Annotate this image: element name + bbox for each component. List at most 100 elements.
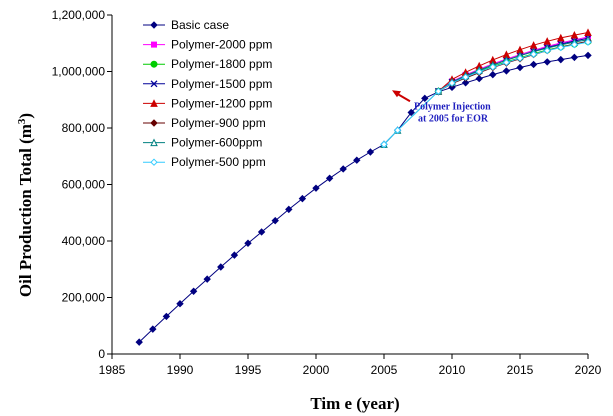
data-point <box>325 174 334 182</box>
annotation: Polymer Injection at 2005 for EOR <box>392 90 491 124</box>
series-7 <box>380 38 592 149</box>
y-tick-label: 200,000 <box>62 291 106 305</box>
data-point <box>339 165 347 173</box>
annotation-arrow <box>397 93 411 103</box>
data-point <box>271 216 279 225</box>
legend-label: Polymer-1200 ppm <box>171 96 272 110</box>
data-point <box>502 58 511 67</box>
y-axis-title-sup: 3 <box>16 118 28 124</box>
x-axis-title: Tim e (year) <box>310 394 399 413</box>
data-point <box>393 126 402 134</box>
legend-label: Polymer-2000 ppm <box>171 38 272 52</box>
data-point <box>135 338 143 346</box>
data-point <box>529 60 538 69</box>
data-point <box>150 138 158 147</box>
y-tick-label: 800,000 <box>62 121 106 135</box>
legend-label: Polymer-900 ppm <box>171 116 266 130</box>
data-point <box>489 70 497 79</box>
annotation-line-2: at 2005 for EOR <box>418 113 489 124</box>
y-axis-title-close: ) <box>16 113 35 119</box>
data-point <box>257 228 266 236</box>
series-line <box>438 32 589 92</box>
data-point <box>407 108 415 117</box>
data-point <box>150 80 158 88</box>
data-point <box>244 239 252 247</box>
series-0 <box>135 51 592 346</box>
data-point <box>150 60 158 68</box>
x-tick-label: 2010 <box>439 363 466 377</box>
series-line <box>438 41 589 92</box>
data-point <box>529 41 538 49</box>
data-point <box>151 41 157 48</box>
data-point <box>434 87 443 95</box>
legend-entry: Polymer-2000 ppm <box>143 38 272 52</box>
annotation-line-1: Polymer Injection <box>414 101 491 112</box>
data-point <box>448 79 456 87</box>
data-point <box>557 43 565 52</box>
x-tick-label: 2020 <box>575 363 602 377</box>
y-tick-label: 600,000 <box>62 178 106 192</box>
data-point <box>557 55 565 64</box>
series-6 <box>380 35 592 148</box>
legend-entry: Polymer-1500 ppm <box>143 77 272 91</box>
series-line <box>383 39 589 145</box>
series-2 <box>434 38 592 95</box>
legend-entry: Polymer-900 ppm <box>143 116 266 130</box>
legend-label: Basic case <box>171 18 229 32</box>
data-point <box>461 73 470 81</box>
data-point <box>380 140 388 149</box>
legend-label: Polymer-1500 ppm <box>171 77 272 91</box>
data-point <box>285 205 293 214</box>
data-point <box>312 184 320 192</box>
x-tick-label: 1995 <box>235 363 262 377</box>
x-tick-label: 1985 <box>99 363 126 377</box>
y-tick-label: 400,000 <box>62 234 106 248</box>
legend-label: Polymer-1800 ppm <box>171 57 272 71</box>
data-point <box>543 58 551 66</box>
data-point <box>584 38 592 46</box>
x-tick-label: 2005 <box>371 363 398 377</box>
data-point <box>176 300 184 308</box>
legend-entry: Basic case <box>143 18 229 32</box>
y-tick-label: 0 <box>98 347 105 361</box>
data-point <box>150 99 158 107</box>
data-point <box>584 51 592 60</box>
data-point <box>475 74 483 83</box>
y-axis-title-main: Oil Production Total (m <box>16 124 35 297</box>
legend-label: Polymer-600ppm <box>171 136 262 150</box>
legend-entry: Polymer-500 ppm <box>143 155 266 169</box>
data-point <box>203 275 211 283</box>
data-point <box>516 54 524 62</box>
data-point <box>149 325 157 333</box>
series-line <box>138 54 589 343</box>
data-point <box>570 53 579 62</box>
data-point <box>366 148 375 156</box>
legend-entry: Polymer-600ppm <box>143 136 262 150</box>
x-tick-labels: 1985 1990 1995 2000 2005 2010 2015 2020 <box>99 363 602 377</box>
data-point <box>150 21 158 29</box>
data-point <box>475 68 483 76</box>
x-tick-label: 2000 <box>303 363 330 377</box>
series-line <box>383 41 589 145</box>
data-point <box>516 63 524 72</box>
y-tick-labels: 0 200,000 400,000 600,000 800,000 1,000,000 1,… <box>52 8 106 361</box>
y-tick-label: 1,000,000 <box>52 65 106 79</box>
data-point <box>150 158 158 166</box>
data-point <box>543 46 551 55</box>
series-5 <box>434 37 592 95</box>
legend-entry: Polymer-1200 ppm <box>143 96 272 110</box>
data-point <box>461 79 470 87</box>
data-point <box>150 119 158 127</box>
series-line <box>438 36 589 92</box>
x-tick-label: 2015 <box>507 363 534 377</box>
axes <box>107 14 589 359</box>
annotation-arrowhead <box>392 90 401 98</box>
legend-label: Polymer-500 ppm <box>171 155 266 169</box>
series-line <box>438 40 589 92</box>
data-point <box>421 94 429 103</box>
data-point <box>529 50 538 58</box>
legend-entry: Polymer-1800 ppm <box>143 57 272 71</box>
data-point <box>162 312 171 321</box>
data-point <box>189 287 198 295</box>
